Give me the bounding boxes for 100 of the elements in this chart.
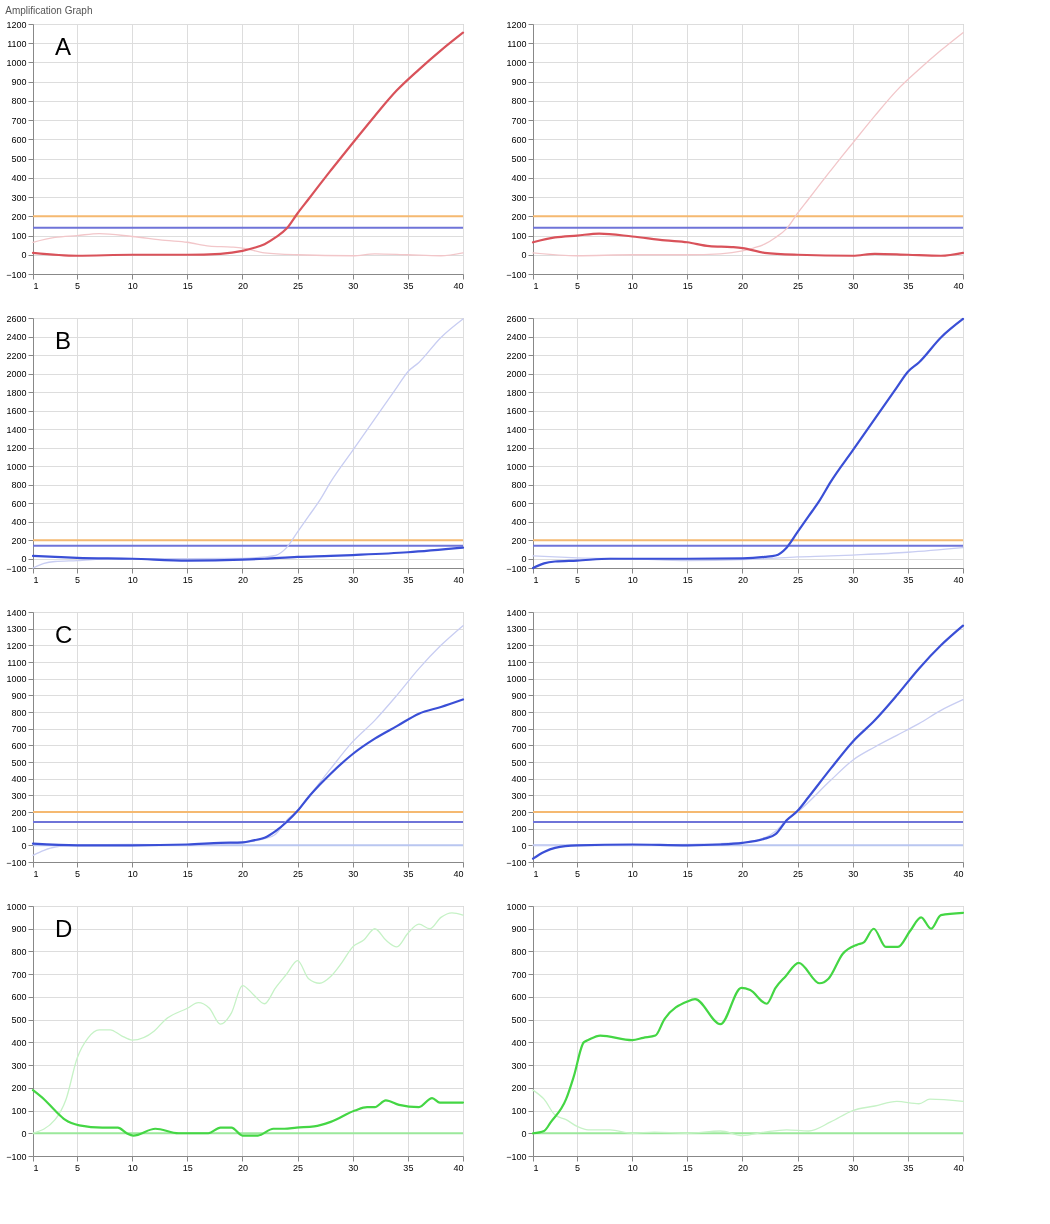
x-tick-label: 5	[75, 280, 81, 291]
y-tick-label: 1200	[6, 640, 27, 651]
y-tick-label: 2600	[506, 313, 527, 324]
y-tick-label: 400	[11, 774, 27, 785]
y-tick-label: 300	[511, 1060, 527, 1071]
x-tick-label: 30	[848, 868, 859, 879]
y-tick-label: 400	[511, 774, 527, 785]
y-tick-label: 1200	[506, 640, 527, 651]
y-tick-label: 800	[11, 707, 27, 718]
y-tick-label: 1400	[506, 424, 527, 435]
x-tick-label: 20	[737, 574, 748, 585]
y-tick-label: 400	[11, 173, 27, 184]
x-tick-label: 30	[348, 868, 359, 879]
y-tick-label: −100	[506, 857, 527, 868]
x-tick-label: 40	[453, 868, 464, 879]
y-tick-label: 900	[11, 690, 27, 701]
line-series	[32, 232, 464, 257]
x-tick-label: 20	[737, 1162, 748, 1173]
y-tick-label: 500	[511, 757, 527, 768]
y-tick-label: 600	[511, 498, 527, 509]
y-tick-label: 300	[11, 1060, 27, 1071]
y-tick-label: 1000	[506, 461, 527, 472]
y-tick-label: 700	[511, 724, 527, 735]
x-tick-label: 20	[237, 280, 248, 291]
x-tick-label: 1	[533, 868, 539, 879]
y-tick-label: 400	[511, 517, 527, 528]
line-series	[31, 31, 465, 257]
x-tick-label: 25	[793, 868, 804, 879]
y-tick-label: 600	[11, 498, 27, 509]
y-tick-label: 200	[11, 535, 27, 546]
y-tick-label: 100	[11, 231, 27, 242]
y-tick-label: 100	[511, 231, 527, 242]
x-tick-label: 40	[953, 574, 964, 585]
x-tick-label: 25	[793, 574, 804, 585]
y-tick-label: 1800	[6, 387, 27, 398]
x-tick-label: 10	[627, 868, 638, 879]
x-tick-label: 15	[182, 868, 193, 879]
y-tick-label: 0	[521, 1128, 527, 1139]
x-tick-label: 40	[453, 280, 464, 291]
y-tick-label: 800	[11, 480, 27, 491]
y-tick-label: 600	[11, 992, 27, 1003]
y-tick-label: 500	[11, 1015, 27, 1026]
y-tick-label: 100	[511, 1106, 527, 1117]
x-tick-label: 35	[903, 1162, 914, 1173]
line-series	[531, 911, 965, 1135]
y-tick-label: 500	[11, 154, 27, 165]
y-tick-label: 2400	[506, 332, 527, 343]
x-tick-label: 1	[33, 868, 39, 879]
x-tick-label: 40	[953, 1162, 964, 1173]
y-tick-label: 200	[11, 807, 27, 818]
x-tick-label: 30	[348, 280, 359, 291]
y-tick-label: 100	[11, 824, 27, 835]
y-tick-label: −100	[6, 1151, 27, 1162]
y-tick-label: 700	[511, 969, 527, 980]
y-tick-label: 700	[11, 115, 27, 126]
y-tick-label: 200	[11, 211, 27, 222]
y-tick-label: 600	[11, 134, 27, 145]
y-tick-label: 700	[11, 969, 27, 980]
line-series	[31, 698, 465, 847]
x-tick-label: 40	[953, 280, 964, 291]
y-tick-label: 1300	[506, 624, 527, 635]
y-tick-label: 2200	[6, 350, 27, 361]
x-tick-label: 1	[33, 280, 39, 291]
x-tick-label: 35	[903, 280, 914, 291]
y-tick-label: 1200	[506, 443, 527, 454]
line-series	[531, 317, 965, 570]
y-tick-label: 600	[511, 134, 527, 145]
x-tick-label: 5	[75, 868, 81, 879]
y-tick-label: 400	[511, 1037, 527, 1048]
y-tick-label: 500	[511, 1015, 527, 1026]
x-tick-label: 20	[237, 1162, 248, 1173]
x-tick-label: 15	[682, 280, 693, 291]
y-tick-label: 1000	[6, 674, 27, 685]
y-tick-label: 200	[511, 535, 527, 546]
x-tick-label: 10	[627, 1162, 638, 1173]
x-tick-label: 25	[293, 574, 304, 585]
x-tick-label: 1	[533, 574, 539, 585]
y-tick-label: 1000	[506, 57, 527, 68]
y-tick-label: 900	[511, 690, 527, 701]
y-tick-label: 2000	[6, 369, 27, 380]
y-tick-label: 1400	[6, 607, 27, 618]
y-tick-label: 1600	[506, 406, 527, 417]
x-tick-label: 5	[575, 280, 581, 291]
y-tick-label: 0	[521, 840, 527, 851]
x-tick-label: 15	[682, 868, 693, 879]
y-tick-label: 0	[21, 1128, 27, 1139]
x-tick-label: 30	[848, 574, 859, 585]
x-tick-label: 15	[182, 280, 193, 291]
annotation: C	[55, 621, 73, 648]
y-tick-label: 800	[11, 96, 27, 107]
x-tick-label: 35	[403, 574, 414, 585]
y-tick-label: 900	[11, 924, 27, 935]
x-tick-label: 20	[737, 280, 748, 291]
x-tick-label: 15	[682, 1162, 693, 1173]
y-tick-label: 300	[11, 790, 27, 801]
y-tick-label: 1000	[6, 57, 27, 68]
y-tick-label: 0	[521, 554, 527, 565]
y-tick-label: 1200	[506, 19, 527, 30]
y-tick-label: 1100	[7, 38, 27, 49]
line-series	[531, 232, 965, 257]
